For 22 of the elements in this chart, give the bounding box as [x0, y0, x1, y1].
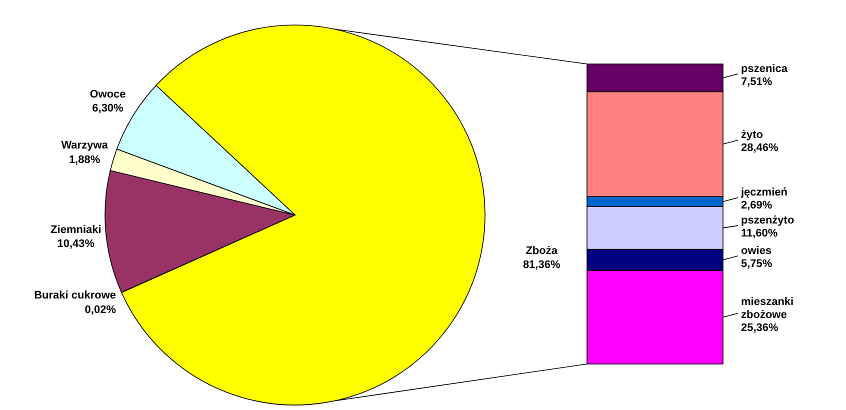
data-label: 7,51% [741, 76, 772, 88]
slice-label: Owoce [90, 88, 126, 100]
series-label: owies [741, 244, 772, 257]
data-label: 0,02% [84, 304, 116, 316]
data-label: 28,46% [741, 142, 779, 154]
slice-label: Ziemniaki [50, 224, 102, 236]
series-label: pszenżyto [741, 214, 794, 227]
series-label: żyto [741, 129, 764, 142]
data-label: 5,75% [741, 258, 772, 270]
slice-label: Buraki cukrowe [34, 290, 116, 302]
data-label: 10,43% [57, 238, 95, 250]
series-label: jęczmień [740, 186, 788, 199]
data-label: 81,36% [522, 259, 560, 272]
slice-label: Zboża [526, 244, 558, 257]
data-label: 1,88% [68, 154, 100, 166]
data-label: 2,69% [741, 200, 772, 212]
data-label: 6,30% [92, 102, 124, 115]
slice-label: Warzywa [61, 140, 109, 152]
series-label: mieszanki zbożowe [741, 296, 794, 321]
series-label: pszenica [741, 62, 788, 75]
data-label: 25,36% [741, 322, 779, 334]
data-label: 11,60% [741, 228, 778, 240]
